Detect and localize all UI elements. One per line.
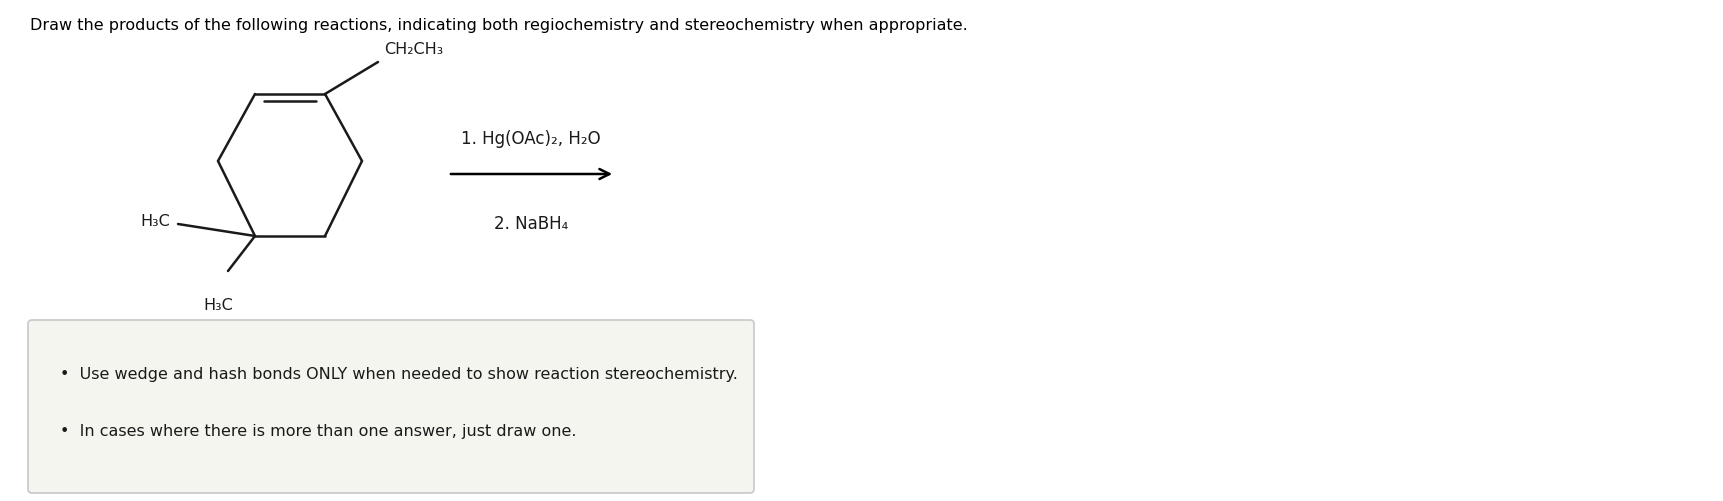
Text: •  In cases where there is more than one answer, just draw one.: • In cases where there is more than one … [60, 424, 575, 438]
Text: H₃C: H₃C [203, 298, 233, 313]
Text: H₃C: H₃C [140, 214, 171, 229]
Text: CH₂CH₃: CH₂CH₃ [384, 42, 443, 57]
Text: 1. Hg(OAc)₂, H₂O: 1. Hg(OAc)₂, H₂O [462, 130, 600, 148]
Text: •  Use wedge and hash bonds ONLY when needed to show reaction stereochemistry.: • Use wedge and hash bonds ONLY when nee… [60, 367, 737, 382]
Text: Draw the products of the following reactions, indicating both regiochemistry and: Draw the products of the following react… [29, 18, 967, 33]
Text: 2. NaBH₄: 2. NaBH₄ [493, 214, 569, 232]
FancyBboxPatch shape [28, 320, 753, 493]
